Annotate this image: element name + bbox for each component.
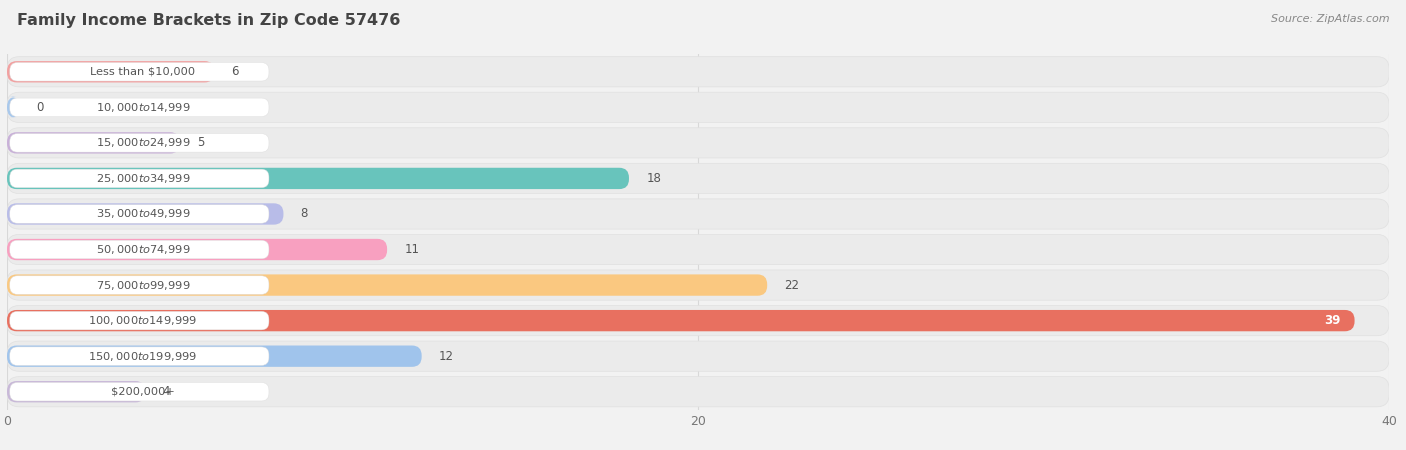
Text: Family Income Brackets in Zip Code 57476: Family Income Brackets in Zip Code 57476 xyxy=(17,14,401,28)
FancyBboxPatch shape xyxy=(7,270,1389,300)
FancyBboxPatch shape xyxy=(10,347,269,365)
FancyBboxPatch shape xyxy=(10,311,269,330)
FancyBboxPatch shape xyxy=(7,61,214,82)
FancyBboxPatch shape xyxy=(7,239,387,260)
FancyBboxPatch shape xyxy=(10,169,269,188)
FancyBboxPatch shape xyxy=(7,203,284,225)
FancyBboxPatch shape xyxy=(7,163,1389,194)
Text: Source: ZipAtlas.com: Source: ZipAtlas.com xyxy=(1271,14,1389,23)
FancyBboxPatch shape xyxy=(7,274,768,296)
FancyBboxPatch shape xyxy=(7,381,145,402)
FancyBboxPatch shape xyxy=(10,240,269,259)
FancyBboxPatch shape xyxy=(7,234,1389,265)
FancyBboxPatch shape xyxy=(10,134,269,152)
Text: 8: 8 xyxy=(301,207,308,220)
Text: 6: 6 xyxy=(232,65,239,78)
Text: 22: 22 xyxy=(785,279,800,292)
FancyBboxPatch shape xyxy=(7,168,628,189)
Text: $50,000 to $74,999: $50,000 to $74,999 xyxy=(96,243,190,256)
FancyBboxPatch shape xyxy=(7,346,422,367)
FancyBboxPatch shape xyxy=(7,199,1389,229)
Text: $100,000 to $149,999: $100,000 to $149,999 xyxy=(89,314,197,327)
FancyBboxPatch shape xyxy=(7,132,180,153)
Text: $10,000 to $14,999: $10,000 to $14,999 xyxy=(96,101,190,114)
Text: 4: 4 xyxy=(163,385,170,398)
FancyBboxPatch shape xyxy=(7,341,1389,371)
Text: $35,000 to $49,999: $35,000 to $49,999 xyxy=(96,207,190,220)
Text: 39: 39 xyxy=(1324,314,1341,327)
FancyBboxPatch shape xyxy=(10,98,269,117)
FancyBboxPatch shape xyxy=(10,205,269,223)
Text: 0: 0 xyxy=(37,101,44,114)
FancyBboxPatch shape xyxy=(7,57,1389,87)
FancyBboxPatch shape xyxy=(10,63,269,81)
Text: Less than $10,000: Less than $10,000 xyxy=(90,67,195,77)
Text: 18: 18 xyxy=(647,172,661,185)
Text: $75,000 to $99,999: $75,000 to $99,999 xyxy=(96,279,190,292)
FancyBboxPatch shape xyxy=(7,128,1389,158)
FancyBboxPatch shape xyxy=(7,306,1389,336)
FancyBboxPatch shape xyxy=(7,310,1354,331)
Text: $150,000 to $199,999: $150,000 to $199,999 xyxy=(89,350,197,363)
FancyBboxPatch shape xyxy=(7,97,20,118)
Text: 5: 5 xyxy=(197,136,204,149)
FancyBboxPatch shape xyxy=(10,382,269,401)
Text: $25,000 to $34,999: $25,000 to $34,999 xyxy=(96,172,190,185)
FancyBboxPatch shape xyxy=(7,92,1389,122)
FancyBboxPatch shape xyxy=(7,377,1389,407)
Text: 11: 11 xyxy=(405,243,419,256)
FancyBboxPatch shape xyxy=(10,276,269,294)
Text: 12: 12 xyxy=(439,350,454,363)
Text: $15,000 to $24,999: $15,000 to $24,999 xyxy=(96,136,190,149)
Text: $200,000+: $200,000+ xyxy=(111,387,174,397)
